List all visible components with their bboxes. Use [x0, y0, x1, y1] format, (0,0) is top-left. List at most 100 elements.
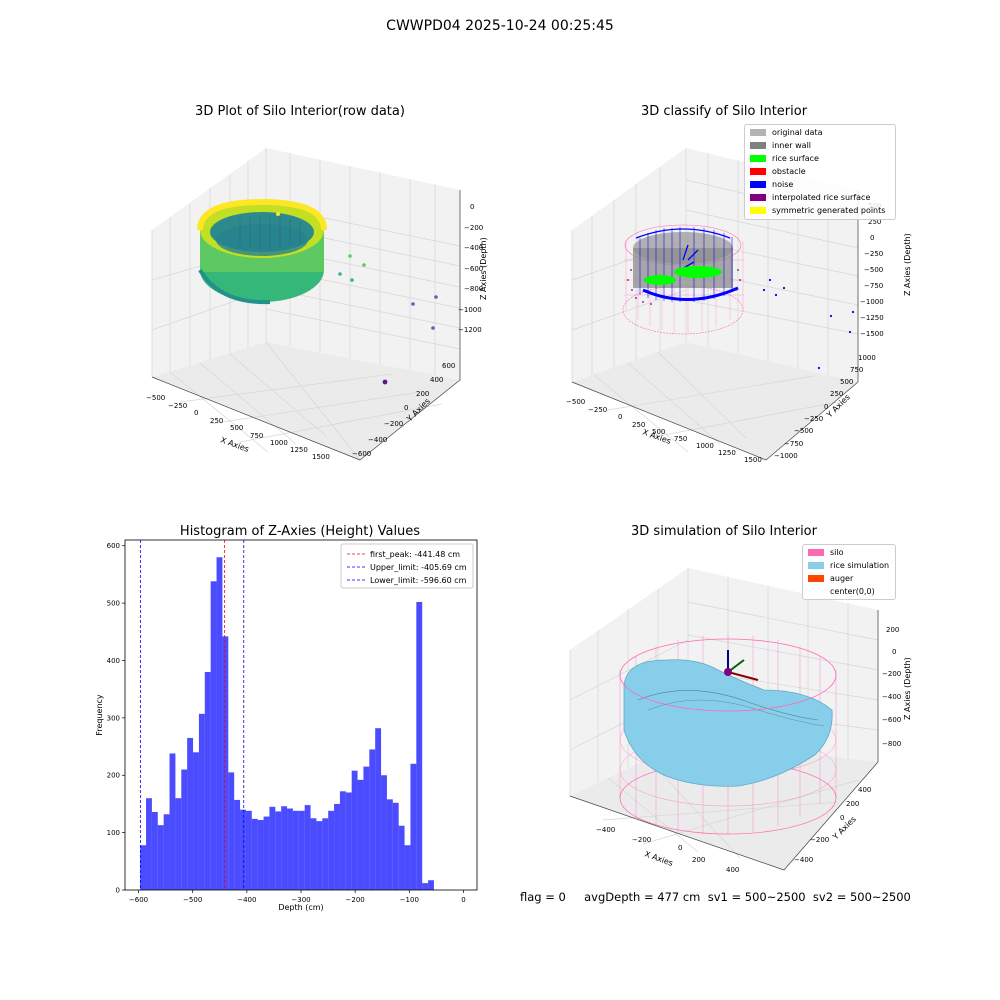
svg-text:500: 500	[652, 428, 665, 436]
histogram-bar	[245, 810, 252, 890]
svg-text:200: 200	[692, 856, 705, 864]
svg-text:0: 0	[678, 844, 682, 852]
legend-swatch	[750, 194, 766, 201]
svg-text:0: 0	[194, 409, 198, 417]
histogram-bar	[240, 809, 246, 890]
svg-text:0: 0	[892, 648, 896, 656]
y-tick-label: 400	[107, 657, 120, 665]
histogram-bar	[210, 581, 217, 890]
svg-text:250: 250	[830, 390, 843, 398]
svg-text:1250: 1250	[718, 449, 736, 457]
svg-text:200: 200	[886, 626, 899, 634]
histogram-bar	[222, 636, 229, 890]
histogram-bar	[416, 601, 423, 890]
simulation-floor	[570, 740, 878, 870]
y-tick-label: 500	[107, 600, 120, 608]
simulation-x-label: X Axies	[643, 849, 674, 868]
svg-text:1000: 1000	[858, 354, 876, 362]
histogram-bar	[146, 798, 152, 890]
histogram-bar	[228, 772, 235, 890]
legend-label: rice simulation	[830, 561, 889, 570]
legend-label: auger	[830, 574, 854, 583]
legend-label: inner wall	[772, 141, 811, 150]
histogram-bar	[404, 845, 411, 890]
histogram-bar	[181, 769, 188, 890]
legend-swatch	[750, 207, 766, 214]
y-tick-label: 200	[107, 772, 120, 780]
histogram-bar	[204, 671, 211, 890]
histogram-bar	[334, 803, 340, 890]
svg-text:750: 750	[674, 435, 687, 443]
svg-text:−250: −250	[168, 402, 187, 410]
svg-text:−750: −750	[864, 282, 883, 290]
legend-swatch	[808, 549, 824, 556]
histogram-bar	[328, 810, 335, 890]
histogram-bar	[422, 883, 429, 890]
svg-text:250: 250	[632, 421, 645, 429]
legend-swatch	[750, 142, 766, 149]
x-tick-label: −200	[346, 896, 365, 904]
svg-text:500: 500	[840, 378, 853, 386]
svg-text:−400: −400	[464, 244, 483, 252]
histogram-bar	[193, 752, 199, 890]
svg-text:−250: −250	[864, 250, 883, 258]
histogram-bar	[275, 811, 282, 890]
raw-z-ticks: 0 −200 −400 −600 −800 −1000 −1200	[458, 203, 483, 334]
histogram-bar	[386, 799, 393, 890]
classify-x-ticks: −500 −250 0 250 500 750 1000 1250 1500	[566, 398, 762, 464]
svg-text:−400: −400	[882, 693, 901, 701]
svg-text:−400: −400	[596, 826, 615, 834]
legend-label: noise	[772, 180, 793, 189]
svg-text:−400: −400	[794, 856, 813, 864]
raw-panel-title: 3D Plot of Silo Interior(row data)	[195, 104, 405, 119]
histogram-bar	[339, 791, 346, 890]
x-tick-label: −400	[237, 896, 256, 904]
histogram-bar	[251, 818, 258, 890]
legend-swatch	[808, 575, 824, 582]
histogram-bar	[257, 820, 264, 890]
svg-text:−1000: −1000	[860, 298, 884, 306]
classify-legend: original data inner wall rice surface obsta…	[744, 124, 896, 220]
status-footer: flag = 0 avgDepth = 477 cm sv1 = 500~250…	[520, 890, 911, 904]
histogram-bar	[392, 802, 399, 890]
legend-label: obstacle	[772, 167, 806, 176]
histogram-bar	[234, 799, 241, 890]
svg-text:−600: −600	[464, 265, 483, 273]
svg-text:200: 200	[416, 390, 429, 398]
svg-text:0: 0	[824, 403, 828, 411]
classify-floor	[572, 342, 858, 460]
histogram-bar	[169, 753, 176, 890]
histogram-bar	[292, 810, 299, 890]
simulation-z-label: Z Axies (Depth)	[903, 657, 912, 720]
histogram-bar	[151, 811, 158, 890]
histogram-bar	[428, 880, 434, 890]
svg-text:−1000: −1000	[774, 452, 798, 460]
classify-z-label: Z Axies (Depth)	[903, 233, 912, 296]
svg-text:750: 750	[250, 432, 263, 440]
raw-x-label: X Axies	[219, 435, 250, 454]
y-tick-label: 300	[107, 714, 120, 722]
svg-text:0: 0	[618, 413, 622, 421]
svg-text:−200: −200	[464, 224, 483, 232]
histogram-bar	[263, 816, 270, 890]
y-tick-label: 600	[107, 542, 120, 550]
raw-point-cloud	[197, 198, 438, 385]
svg-text:250: 250	[210, 417, 223, 425]
svg-text:−1500: −1500	[860, 330, 884, 338]
simulation-z-ticks: 200 0 −200 −400 −600 −800	[882, 626, 901, 748]
histogram-frame	[124, 539, 478, 891]
svg-text:−500: −500	[146, 394, 165, 402]
simulation-silo-and-rice	[619, 635, 837, 835]
svg-text:−200: −200	[632, 836, 651, 844]
histogram-bar	[345, 792, 352, 890]
histogram-x-label: Depth (cm)	[278, 903, 323, 912]
svg-text:600: 600	[442, 362, 455, 370]
svg-text:−600: −600	[882, 716, 901, 724]
classify-panel-title: 3D classify of Silo Interior	[640, 104, 808, 119]
raw-x-ticks: −500 −250 0 250 500 750 1000 1250 1500	[146, 394, 330, 461]
svg-text:200: 200	[846, 800, 859, 808]
histogram-bar	[304, 805, 311, 890]
legend-label: silo	[830, 548, 844, 557]
svg-text:−800: −800	[464, 285, 483, 293]
svg-text:0: 0	[870, 234, 874, 242]
